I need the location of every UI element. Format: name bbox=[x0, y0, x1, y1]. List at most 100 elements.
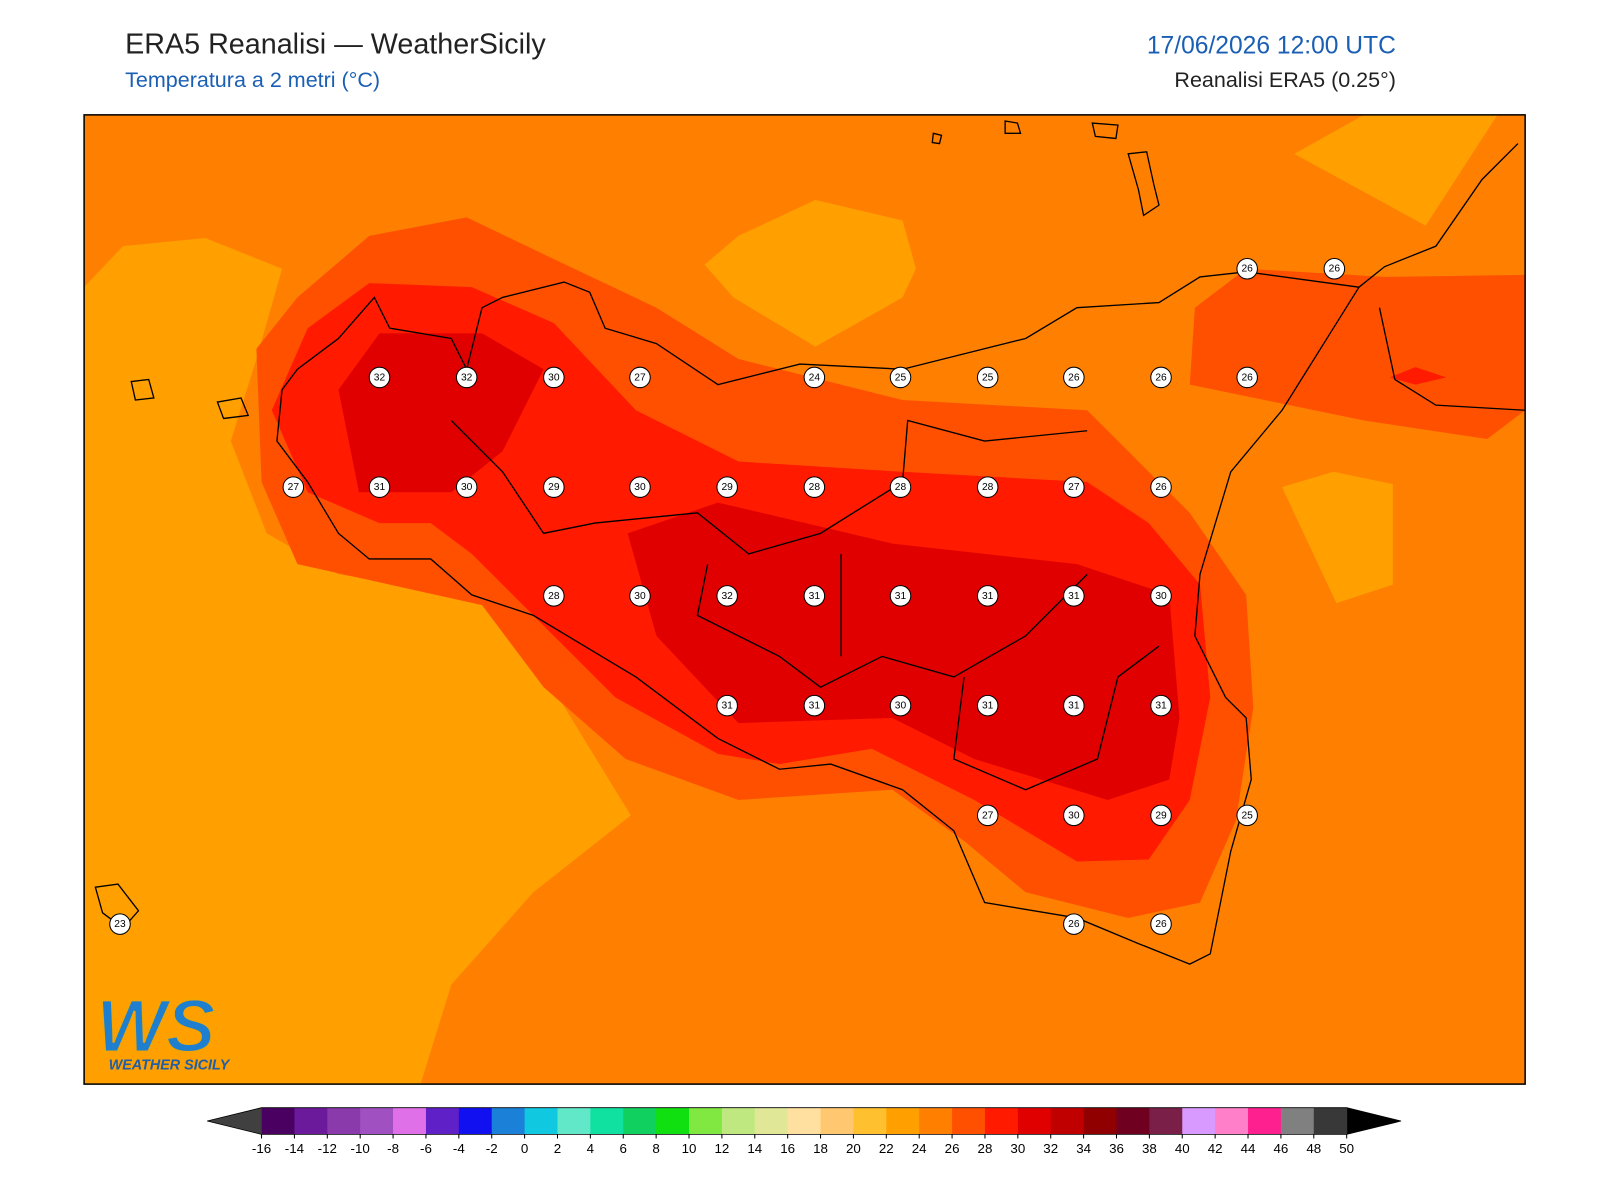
station-value: 30 bbox=[548, 372, 560, 383]
station-value: 31 bbox=[1068, 701, 1080, 712]
station-marker bbox=[889, 476, 912, 498]
map bbox=[84, 114, 1526, 1085]
colorbar-swatch bbox=[458, 1107, 493, 1135]
station-value: 27 bbox=[1068, 482, 1080, 493]
logo: WS WEATHER SICILY bbox=[95, 983, 231, 1074]
station-value: 32 bbox=[461, 372, 473, 383]
date: 17/06/2026 12:00 UTC bbox=[1147, 32, 1396, 59]
colorbar-swatch bbox=[1182, 1107, 1216, 1135]
station: 31 bbox=[716, 694, 738, 717]
colorbar-swatch bbox=[656, 1107, 690, 1135]
colorbar-tick-label: 8 bbox=[652, 1141, 659, 1156]
colorbar-tick-label: 20 bbox=[846, 1141, 861, 1156]
station-marker bbox=[803, 694, 826, 717]
station-marker bbox=[803, 585, 826, 607]
station-value: 26 bbox=[1241, 264, 1253, 275]
station-marker bbox=[803, 366, 826, 389]
colorbar-tick-label: 44 bbox=[1241, 1141, 1256, 1156]
colorbar-tick-label: 6 bbox=[620, 1141, 627, 1156]
station: 26 bbox=[1236, 257, 1258, 280]
colorbar-tick-label: 30 bbox=[1010, 1141, 1025, 1156]
station: 31 bbox=[976, 585, 999, 607]
station: 27 bbox=[282, 476, 305, 498]
colorbar-tick-label: 32 bbox=[1043, 1141, 1058, 1156]
station: 28 bbox=[803, 476, 826, 498]
colorbar-tick-label: 50 bbox=[1339, 1141, 1354, 1156]
contours bbox=[84, 114, 1526, 1085]
station-marker bbox=[976, 366, 999, 389]
colorbar-swatch bbox=[1083, 1107, 1118, 1135]
colorbar-tick-label: 24 bbox=[912, 1141, 927, 1156]
colorbar-swatch bbox=[327, 1107, 361, 1135]
station-marker bbox=[455, 476, 478, 498]
colorbar-swatch bbox=[623, 1107, 657, 1135]
colorbar-tick-label: -8 bbox=[387, 1141, 399, 1156]
map-frame bbox=[83, 114, 1526, 1085]
station-value: 28 bbox=[809, 482, 821, 493]
station-value: 32 bbox=[374, 372, 386, 383]
station: 30 bbox=[543, 366, 565, 389]
station: 31 bbox=[803, 585, 826, 607]
station-marker bbox=[629, 585, 651, 607]
colorbar-tick-label: 28 bbox=[978, 1141, 993, 1156]
station-value: 26 bbox=[1155, 919, 1167, 930]
colorbar-swatch bbox=[360, 1107, 394, 1135]
colorbar-swatch bbox=[1116, 1107, 1150, 1135]
station-value: 30 bbox=[895, 701, 907, 712]
station-value: 25 bbox=[895, 372, 907, 383]
colorbar-swatch bbox=[491, 1107, 526, 1135]
colorbar-swatch bbox=[1017, 1107, 1052, 1135]
colorbar-tick-label: 48 bbox=[1306, 1141, 1321, 1156]
station-value: 29 bbox=[548, 482, 560, 493]
colorbar-tick-label: 10 bbox=[682, 1141, 697, 1156]
colorbar-over bbox=[1346, 1107, 1402, 1135]
station: 23 bbox=[109, 913, 131, 935]
station-marker bbox=[109, 913, 131, 935]
station-value: 26 bbox=[1241, 372, 1253, 383]
colorbar-swatch bbox=[1280, 1107, 1315, 1135]
station-marker bbox=[889, 694, 912, 717]
station-marker bbox=[1063, 913, 1085, 935]
station-value: 27 bbox=[982, 810, 994, 821]
station: 25 bbox=[1236, 804, 1258, 827]
station-marker bbox=[1150, 804, 1172, 827]
colorbar-swatch bbox=[1050, 1107, 1085, 1135]
colorbar-tick-label: 40 bbox=[1175, 1141, 1190, 1156]
source: Reanalisi ERA5 (0.25°) bbox=[1174, 68, 1395, 92]
colorbar-tick-label: 18 bbox=[813, 1141, 828, 1156]
logo-text: WEATHER SICILY bbox=[109, 1058, 231, 1074]
station-value: 31 bbox=[982, 591, 994, 602]
station-marker bbox=[976, 804, 999, 827]
colorbar-swatch bbox=[886, 1107, 920, 1135]
colorbar-swatch bbox=[919, 1107, 953, 1135]
station-value: 31 bbox=[374, 482, 386, 493]
station: 26 bbox=[1063, 366, 1085, 389]
station-value: 24 bbox=[809, 372, 821, 383]
station-marker bbox=[1236, 804, 1258, 827]
station-marker bbox=[716, 476, 738, 498]
station: 26 bbox=[1150, 476, 1172, 498]
colorbar-swatch bbox=[524, 1107, 558, 1135]
colorbar-tick-label: -2 bbox=[486, 1141, 498, 1156]
station-marker bbox=[976, 585, 999, 607]
colorbar-swatch bbox=[853, 1107, 887, 1135]
station: 30 bbox=[889, 694, 912, 717]
station-value: 31 bbox=[895, 591, 907, 602]
station: 27 bbox=[1063, 476, 1085, 498]
colorbar-under bbox=[207, 1107, 262, 1135]
station: 26 bbox=[1323, 257, 1346, 280]
station-marker bbox=[1150, 694, 1172, 717]
colorbar-swatch bbox=[393, 1107, 427, 1135]
station-marker bbox=[1323, 257, 1346, 280]
station-value: 30 bbox=[461, 482, 473, 493]
station: 31 bbox=[889, 585, 912, 607]
station-value: 30 bbox=[1155, 591, 1167, 602]
station: 30 bbox=[629, 476, 651, 498]
colorbar-swatch bbox=[1313, 1107, 1348, 1135]
station: 29 bbox=[543, 476, 565, 498]
station: 30 bbox=[1063, 804, 1085, 827]
colorbar-swatch bbox=[590, 1107, 624, 1135]
station: 31 bbox=[803, 694, 826, 717]
station: 24 bbox=[803, 366, 826, 389]
colorbar-tick-label: -4 bbox=[453, 1141, 465, 1156]
